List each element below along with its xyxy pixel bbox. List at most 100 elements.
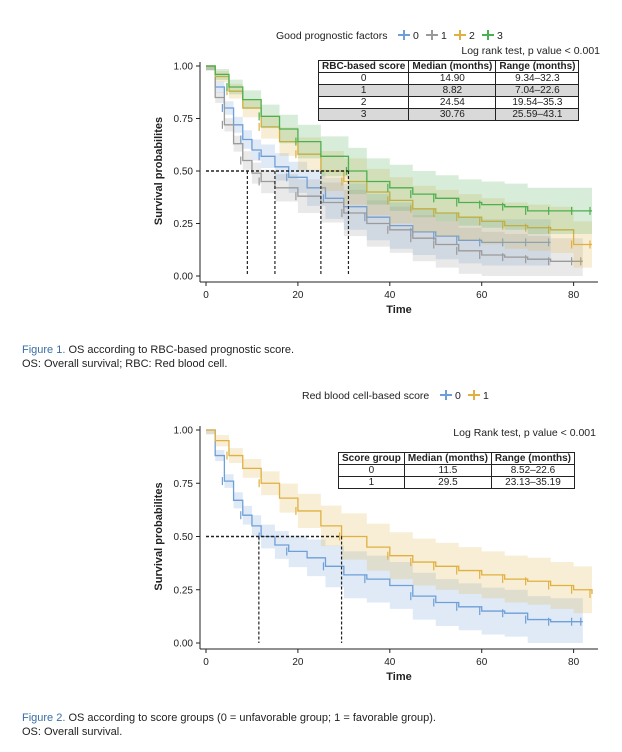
caption-text: OS according to RBC-based prognostic sco… xyxy=(65,344,295,356)
y-tick-label: 0.50 xyxy=(174,532,194,543)
survival-curve-0 xyxy=(206,429,583,623)
legend-title: Red blood cell-based score xyxy=(302,390,429,402)
x-tick-label: 0 xyxy=(203,657,209,668)
table-cell: 9.34–32.3 xyxy=(495,72,580,85)
y-tick-label: 0.75 xyxy=(174,479,194,490)
legend-item-0: 0 xyxy=(413,30,419,42)
table-header: Median (months) xyxy=(403,452,492,465)
legend: Good prognostic factors 0 1 2 3 xyxy=(276,30,503,42)
legend-item-3: 3 xyxy=(497,30,503,42)
x-tick-label: 80 xyxy=(568,290,580,301)
legend-item-1: 1 xyxy=(441,30,447,42)
table-cell: 0 xyxy=(317,72,410,85)
median-table-2: Score group Median (months) Range (month… xyxy=(338,452,576,489)
median-table-1: RBC-based score Median (months) Range (m… xyxy=(317,60,580,121)
caption-line-2: OS: Overall survival. xyxy=(22,726,123,738)
y-tick-label: 0.00 xyxy=(174,639,194,650)
table-header: Score group xyxy=(338,452,405,465)
legend-item-1: 1 xyxy=(483,390,489,402)
table-row: 0 14.90 9.34–32.3 xyxy=(317,72,580,85)
figure-2: Red blood cell-based score 0 1 Log Rank tes… xyxy=(0,384,622,714)
median-guides xyxy=(206,170,350,276)
y-tick-label: 0.75 xyxy=(174,114,194,125)
table-cell: 8.82 xyxy=(408,84,497,97)
confidence-band-1 xyxy=(206,430,592,618)
table-cell: 29.5 xyxy=(403,476,492,489)
x-axis-title: Time xyxy=(386,671,411,683)
survival-curve-1 xyxy=(206,65,583,262)
x-tick-label: 20 xyxy=(292,657,304,668)
legend: Red blood cell-based score 0 1 xyxy=(302,390,489,402)
table-header: RBC-based score xyxy=(317,60,410,73)
confidence-band-3 xyxy=(206,66,592,234)
y-axis-title: Survival probabilites xyxy=(153,117,165,225)
survival-curve-3 xyxy=(206,65,592,212)
table-cell: 25.59–43.1 xyxy=(495,108,580,121)
logrank-annotation: Log rank test, p value < 0.001 xyxy=(461,45,600,57)
x-tick-label: 20 xyxy=(292,290,304,301)
median-guides xyxy=(206,535,343,643)
confidence-band-0 xyxy=(206,430,583,643)
y-tick-label: 1.00 xyxy=(174,62,194,73)
legend-item-2: 2 xyxy=(469,30,475,42)
legend-item-0: 0 xyxy=(455,390,461,402)
x-tick-label: 60 xyxy=(476,657,488,668)
caption-text: OS according to score groups (0 = unfavo… xyxy=(65,712,436,724)
series-2 xyxy=(206,65,592,268)
x-tick-label: 80 xyxy=(568,657,580,668)
logrank-annotation: Log Rank test, p value < 0.001 xyxy=(453,427,596,439)
caption-line-2: OS: Overall survival; RBC: Red blood cel… xyxy=(22,358,228,370)
figure-1: Good prognostic factors 0 1 2 3 Log rank test… xyxy=(0,0,622,345)
y-axis-title: Survival probabilites xyxy=(153,482,165,590)
table-header: Median (months) xyxy=(408,60,497,73)
table-cell: 7.04–22.6 xyxy=(495,84,580,97)
table-cell: 14.90 xyxy=(408,72,497,85)
table-row: 0 11.5 8.52–22.6 xyxy=(338,464,576,477)
table-cell: 0 xyxy=(338,464,405,477)
y-tick-label: 0.25 xyxy=(174,219,194,230)
confidence-band-2 xyxy=(206,66,592,268)
x-axis-title: Time xyxy=(386,304,411,316)
table-cell: 11.5 xyxy=(403,464,492,477)
table-row: 1 29.5 23.13–35.19 xyxy=(338,476,576,489)
table-row: 1 8.82 7.04–22.6 xyxy=(317,84,580,97)
legend-title: Good prognostic factors xyxy=(276,30,387,42)
series-0 xyxy=(206,65,551,266)
table-cell: 30.76 xyxy=(408,108,497,121)
table-cell: 2 xyxy=(317,96,410,109)
figure-1-caption: Figure 1. OS according to RBC-based prog… xyxy=(22,343,294,371)
table-cell: 23.13–35.19 xyxy=(490,476,576,489)
x-tick-label: 0 xyxy=(203,290,209,301)
table-cell: 3 xyxy=(317,108,410,121)
table-cell: 1 xyxy=(317,84,410,97)
y-tick-label: 0.25 xyxy=(174,585,194,596)
table-row: 2 24.54 19.54–35.3 xyxy=(317,96,580,109)
confidence-band-1 xyxy=(206,66,583,276)
series-1 xyxy=(206,65,583,276)
x-tick-label: 40 xyxy=(384,290,396,301)
x-tick-label: 40 xyxy=(384,657,396,668)
table-cell: 8.52–22.6 xyxy=(490,464,576,477)
caption-label: Figure 2. xyxy=(22,712,66,724)
survival-curve-1 xyxy=(206,429,593,595)
axes: 0.000.250.500.751.000 20 40 60 80TimeSurviva… xyxy=(153,62,598,316)
table-cell: 24.54 xyxy=(408,96,497,109)
axes: 0.00 0.25 0.50 0.75 1.00 0 20 40 60 80 Time Surviva… xyxy=(153,426,598,683)
table-header: Range (months) xyxy=(495,60,580,73)
table-cell: 1 xyxy=(338,476,405,489)
caption-label: Figure 1. xyxy=(22,344,66,356)
figure-2-caption: Figure 2. OS according to score groups (… xyxy=(22,711,436,739)
series-1 xyxy=(206,429,593,618)
survival-curve-2 xyxy=(206,65,592,246)
table-header: Range (months) xyxy=(490,452,576,465)
y-tick-label: 1.00 xyxy=(174,426,194,437)
x-tick-label: 60 xyxy=(476,290,488,301)
survival-curve-0 xyxy=(206,65,551,244)
series-3 xyxy=(206,65,592,234)
y-tick-label: 0.50 xyxy=(174,167,194,178)
table-row: 3 30.76 25.59–43.1 xyxy=(317,108,580,121)
y-tick-label: 0.00 xyxy=(174,272,194,283)
series-0 xyxy=(206,429,583,643)
